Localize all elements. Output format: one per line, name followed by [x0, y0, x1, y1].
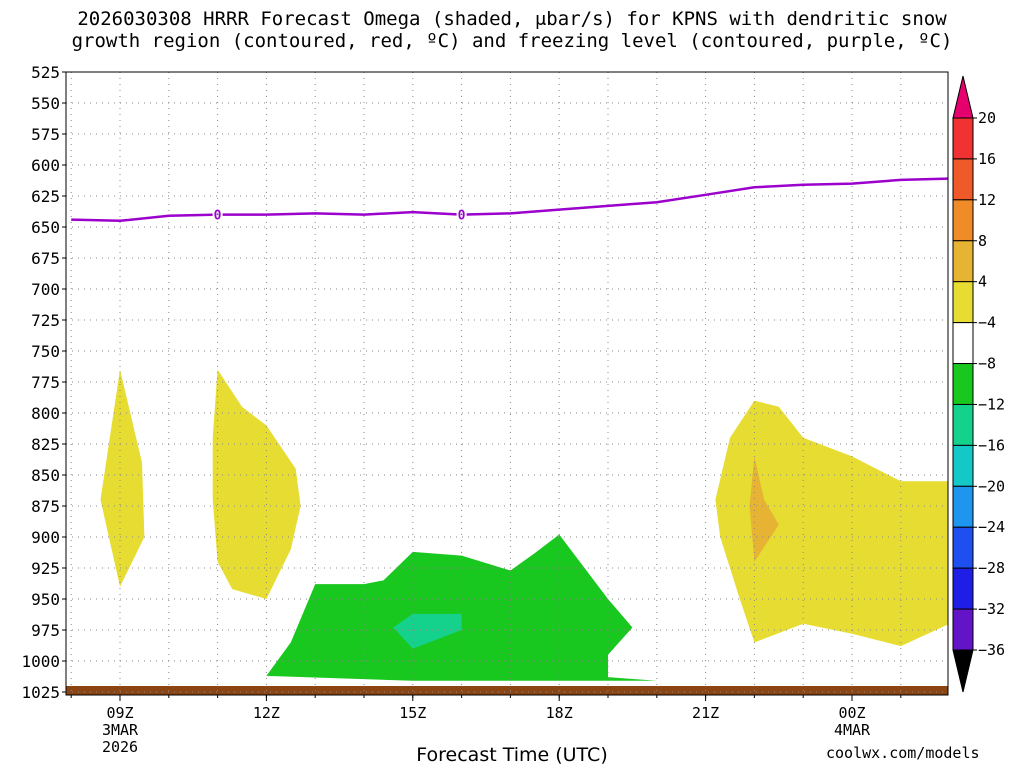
chart-title-line2: growth region (contoured, red, ºC) and f… — [71, 30, 953, 52]
chart-title: 2026030308 HRRR Forecast Omega (shaded, … — [0, 8, 1024, 52]
surface-fill — [66, 686, 948, 695]
colorbar-box — [952, 567, 974, 610]
freezing-level-label-0: 0 — [214, 209, 222, 224]
y-tick-label: 1000 — [21, 652, 60, 671]
y-tick-label: 975 — [31, 621, 60, 640]
y-tick-label: 925 — [31, 559, 60, 578]
colorbar-label: 8 — [978, 232, 987, 250]
omega-region-4 — [266, 534, 657, 681]
colorbar-box — [952, 403, 974, 446]
y-tick-label: 750 — [31, 342, 60, 361]
y-tick-label: 775 — [31, 373, 60, 392]
colorbar-label: −8 — [978, 355, 996, 373]
y-tick-label: 800 — [31, 404, 60, 423]
y-tick-label: 600 — [31, 156, 60, 175]
colorbar-box — [952, 117, 974, 160]
colorbar-box — [952, 322, 974, 365]
colorbar-label: −4 — [978, 314, 996, 332]
y-tick-label: 850 — [31, 466, 60, 485]
colorbar-bottom-arrow — [952, 649, 974, 693]
colorbar-box — [952, 158, 974, 201]
plot-border — [65, 71, 949, 696]
y-tick-label: 575 — [31, 125, 60, 144]
x-tick-date: 3MAR — [102, 721, 139, 739]
y-tick-label: 700 — [31, 280, 60, 299]
x-tick-label: 12Z — [253, 704, 280, 722]
x-tick-label: 09Z — [106, 704, 133, 722]
colorbar-label: −16 — [978, 436, 1005, 454]
omega-region-0 — [100, 369, 145, 587]
x-tick-label: 15Z — [399, 704, 426, 722]
colorbar-label: 12 — [978, 191, 996, 209]
credit-link[interactable]: coolwx.com/models — [826, 744, 980, 762]
omega-region-5 — [393, 613, 462, 649]
y-tick-label: 525 — [31, 63, 60, 82]
y-tick-label: 675 — [31, 249, 60, 268]
omega-region-1 — [212, 369, 301, 599]
colorbar-label: −32 — [978, 600, 1005, 618]
freezing-level-line — [71, 177, 948, 223]
plot-frame — [65, 71, 949, 696]
x-tick-label: 18Z — [546, 704, 573, 722]
colorbar-label: −36 — [978, 641, 1005, 659]
y-tick-label: 900 — [31, 528, 60, 547]
colorbar-label: −20 — [978, 477, 1005, 495]
surface-layer — [66, 686, 948, 695]
y-tick-label: 825 — [31, 435, 60, 454]
chart-title-line1: 2026030308 HRRR Forecast Omega (shaded, … — [77, 8, 947, 30]
omega-shading-layer — [100, 369, 948, 681]
colorbar-label: −24 — [978, 518, 1005, 536]
colorbar-label: 4 — [978, 273, 987, 291]
y-axis: 525 550 575 600 625 650 675 700 725 750 775 800 825 8… — [21, 63, 66, 702]
colorbar: 20 16 12 8 4 −4 −8 −12 −16 −20 −24 −28 −32 −36 — [952, 75, 1005, 693]
y-tick-label: 625 — [31, 187, 60, 206]
y-tick-label: 725 — [31, 311, 60, 330]
x-axis-label: Forecast Time (UTC) — [416, 744, 608, 766]
colorbar-box — [952, 526, 974, 569]
colorbar-label: 16 — [978, 150, 996, 168]
y-tick-label: 950 — [31, 590, 60, 609]
freezing-level-label-1: 0 — [458, 209, 466, 224]
omega-region-3 — [749, 456, 779, 562]
y-tick-label: 875 — [31, 497, 60, 516]
colorbar-box — [952, 485, 974, 528]
y-tick-label: 650 — [31, 218, 60, 237]
colorbar-label: 20 — [978, 109, 996, 127]
colorbar-label: −12 — [978, 395, 1005, 413]
y-tick-label: 550 — [31, 94, 60, 113]
x-tick-label: 00Z — [838, 704, 865, 722]
colorbar-box — [952, 444, 974, 487]
colorbar-box — [952, 608, 974, 651]
colorbar-top-arrow — [952, 75, 974, 119]
colorbar-box — [952, 281, 974, 324]
x-tick-label: 21Z — [692, 704, 719, 722]
y-tick-label: 1025 — [21, 683, 60, 702]
x-tick-date: 4MAR — [834, 721, 871, 739]
colorbar-box — [952, 240, 974, 283]
x-tick-year: 2026 — [102, 738, 138, 756]
colorbar-label: −28 — [978, 559, 1005, 577]
omega-region-2 — [715, 400, 948, 647]
colorbar-box — [952, 199, 974, 242]
colorbar-box — [952, 363, 974, 405]
